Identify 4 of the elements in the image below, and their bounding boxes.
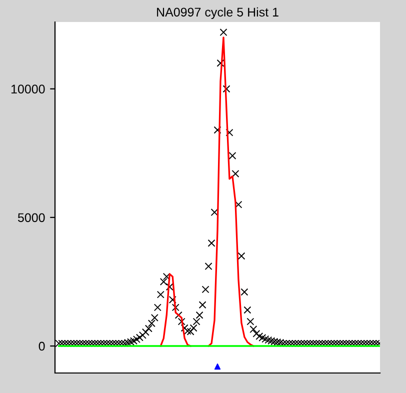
y-tick-label: 5000 xyxy=(18,213,45,222)
y-tick-label: 10000 xyxy=(11,84,45,94)
chart-title: NA0997 cycle 5 Hist 1 xyxy=(157,7,278,20)
y-tick-label: 0 xyxy=(38,342,45,351)
